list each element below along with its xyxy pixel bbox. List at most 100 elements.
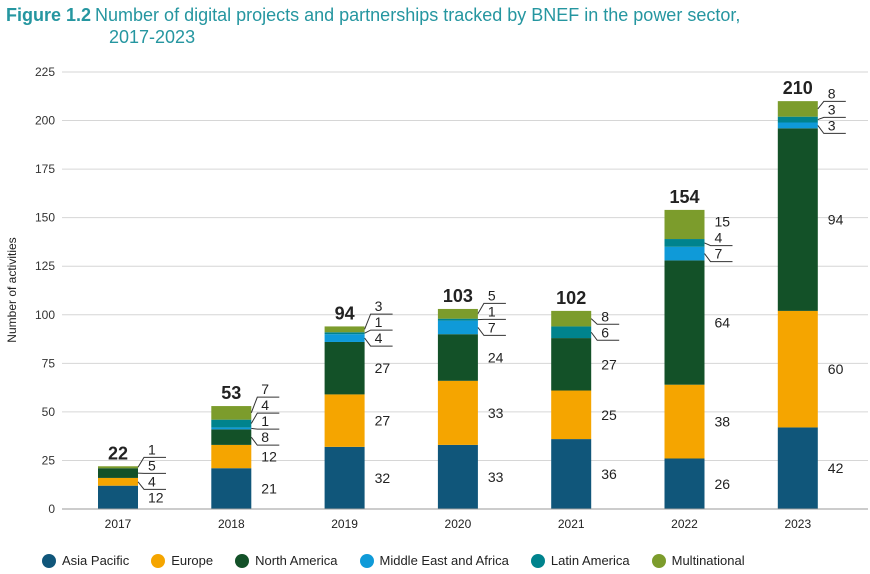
legend-item: Multinational — [651, 553, 745, 568]
bar-segment — [664, 260, 705, 385]
bar-segment — [437, 308, 478, 319]
bar-segment — [437, 320, 478, 335]
bar-segment — [777, 310, 818, 428]
legend-swatch — [235, 553, 250, 568]
legend-swatch — [359, 553, 374, 568]
bar-segment — [324, 326, 365, 333]
leader-line — [137, 481, 166, 490]
bar-segment — [98, 468, 138, 478]
data-label: 33 — [488, 469, 504, 485]
y-tick-label: 25 — [42, 453, 56, 467]
data-label: 7 — [488, 319, 496, 335]
leader-line — [704, 253, 733, 263]
bar-segment — [98, 477, 138, 486]
data-label: 32 — [375, 470, 391, 486]
legend: Asia Pacific Europe North America Middle Ea… — [42, 553, 745, 568]
data-label: 1 — [148, 441, 156, 457]
y-tick-label: 200 — [35, 114, 55, 128]
y-tick-label: 175 — [35, 162, 55, 176]
leader-line — [251, 427, 280, 430]
data-label: 5 — [148, 457, 156, 473]
data-label: 1 — [488, 303, 496, 319]
data-label: 12 — [148, 489, 164, 505]
y-tick-label: 225 — [35, 65, 55, 79]
y-tick-label: 100 — [35, 308, 55, 322]
data-label: 26 — [715, 476, 731, 492]
data-label: 25 — [601, 407, 617, 423]
legend-label: North America — [255, 553, 338, 568]
leader-line — [250, 412, 280, 424]
bar-segment — [324, 446, 365, 509]
bar-segment — [551, 310, 592, 327]
x-tick-label: 2023 — [784, 517, 811, 531]
bar-segment — [664, 384, 705, 459]
data-label: 1 — [261, 413, 269, 429]
leader-line — [250, 396, 280, 414]
total-label: 94 — [335, 303, 355, 323]
legend-swatch — [151, 553, 166, 568]
data-label: 5 — [488, 287, 496, 303]
legend-item: Asia Pacific — [42, 553, 129, 568]
x-tick-label: 2019 — [331, 517, 358, 531]
data-label: 21 — [261, 481, 277, 497]
data-label: 6 — [601, 324, 609, 340]
bar-segment — [98, 485, 138, 509]
legend-swatch — [651, 553, 666, 568]
bar-segment — [211, 406, 252, 420]
legend-label: Latin America — [550, 553, 630, 568]
y-tick-label: 50 — [42, 405, 56, 419]
data-label: 4 — [148, 473, 156, 489]
data-label: 33 — [488, 405, 504, 421]
leader-line — [477, 327, 506, 336]
total-label: 210 — [783, 78, 813, 98]
data-label: 8 — [828, 85, 836, 101]
leader-line — [817, 100, 846, 110]
bar-segment — [551, 326, 592, 339]
bar-segment — [211, 429, 252, 445]
figure-label: Figure 1.2 — [6, 5, 92, 25]
y-tick-label: 0 — [48, 502, 55, 516]
data-label: 4 — [375, 330, 383, 346]
data-label: 27 — [375, 360, 391, 376]
legend-item: Europe — [151, 553, 213, 568]
chart-title: Figure 1.2 Number of digital projects and… — [6, 4, 866, 48]
leader-line — [590, 318, 620, 325]
total-label: 103 — [443, 286, 473, 306]
bar-segment — [664, 209, 705, 240]
bar-segment — [324, 394, 365, 447]
legend-label: Asia Pacific — [62, 553, 130, 568]
total-label: 22 — [108, 443, 128, 463]
bar-segment — [551, 338, 592, 391]
data-label: 94 — [828, 212, 844, 228]
data-label: 42 — [828, 460, 844, 476]
data-label: 36 — [601, 466, 617, 482]
bar-segment — [551, 439, 592, 509]
bar-segment — [211, 444, 252, 469]
title-line2: 2017-2023 — [109, 27, 196, 47]
legend-item: Middle East and Africa — [359, 553, 509, 568]
bar-segment — [98, 466, 138, 469]
bar-segment — [437, 318, 478, 321]
bar-segment — [324, 334, 365, 342]
x-tick-label: 2018 — [218, 517, 245, 531]
bar-segment — [211, 419, 252, 428]
leader-line — [364, 313, 393, 330]
bar-segment — [777, 427, 818, 509]
bar-segment — [324, 341, 365, 395]
data-label: 27 — [375, 413, 391, 429]
total-label: 154 — [669, 187, 699, 207]
bar-segment — [777, 122, 818, 129]
x-tick-label: 2021 — [558, 517, 585, 531]
y-tick-label: 150 — [35, 211, 55, 225]
data-label: 38 — [715, 414, 731, 430]
total-label: 102 — [556, 288, 586, 308]
data-label: 8 — [601, 308, 609, 324]
data-label: 60 — [828, 361, 844, 377]
bar-segment — [551, 390, 592, 440]
bar-segment — [664, 239, 705, 247]
leader-line — [817, 125, 846, 134]
bar-segment — [437, 334, 478, 381]
bar-segment — [664, 246, 705, 261]
bar-segment — [777, 101, 818, 117]
x-tick-label: 2022 — [671, 517, 698, 531]
